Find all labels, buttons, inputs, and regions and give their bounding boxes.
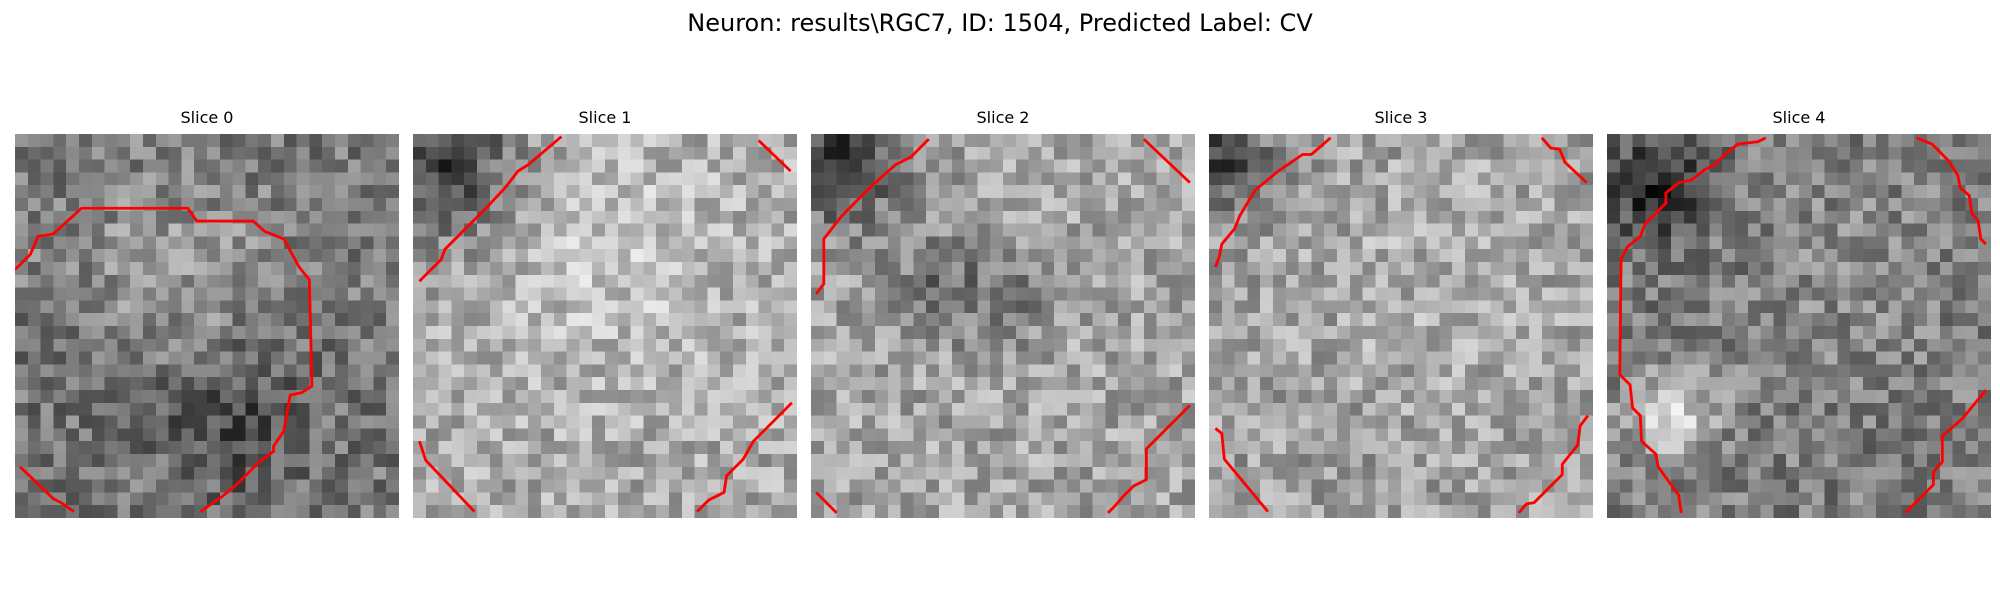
- contour-line: [1517, 414, 1590, 514]
- slice-title-3: Slice 3: [1374, 108, 1428, 127]
- contour-lines-1: [418, 135, 793, 513]
- slice-title-4: Slice 4: [1772, 108, 1826, 127]
- grayscale-pixels-1: [413, 134, 797, 518]
- contour-lines-0: [15, 206, 314, 513]
- contour-line: [1106, 404, 1191, 514]
- contour-line: [757, 139, 792, 173]
- contour-line: [1214, 427, 1269, 513]
- contour-line: [1142, 138, 1191, 184]
- contour-line: [815, 491, 838, 514]
- contour-line: [15, 206, 314, 513]
- grayscale-pixels-3: [1209, 134, 1593, 518]
- contour-line: [1916, 136, 1987, 246]
- contour-line: [418, 135, 563, 283]
- contour-line: [814, 138, 930, 295]
- slice-image-4: [1607, 134, 1991, 518]
- contour-lines-4: [1618, 136, 1987, 514]
- figure-title: Neuron: results\RGC7, ID: 1504, Predicte…: [687, 9, 1313, 37]
- contour-line: [1540, 136, 1588, 184]
- slice-title-0: Slice 0: [180, 108, 234, 127]
- contour-lines-2: [814, 138, 1191, 514]
- contour-line: [1904, 389, 1987, 514]
- contour-lines-3: [1214, 136, 1590, 514]
- slice-image-2: [811, 134, 1195, 518]
- contour-line: [1214, 136, 1332, 268]
- contour-line: [418, 440, 476, 513]
- grayscale-pixels-2: [811, 134, 1195, 518]
- slice-image-3: [1209, 134, 1593, 518]
- contour-line: [696, 401, 793, 513]
- slice-image-0: [15, 134, 399, 518]
- slice-title-1: Slice 1: [578, 108, 632, 127]
- contour-line: [19, 465, 75, 513]
- grayscale-pixels-4: [1607, 134, 1991, 518]
- slice-image-1: [413, 134, 797, 518]
- slice-title-2: Slice 2: [976, 108, 1030, 127]
- contour-line: [1618, 136, 1767, 514]
- grayscale-pixels-0: [15, 134, 399, 518]
